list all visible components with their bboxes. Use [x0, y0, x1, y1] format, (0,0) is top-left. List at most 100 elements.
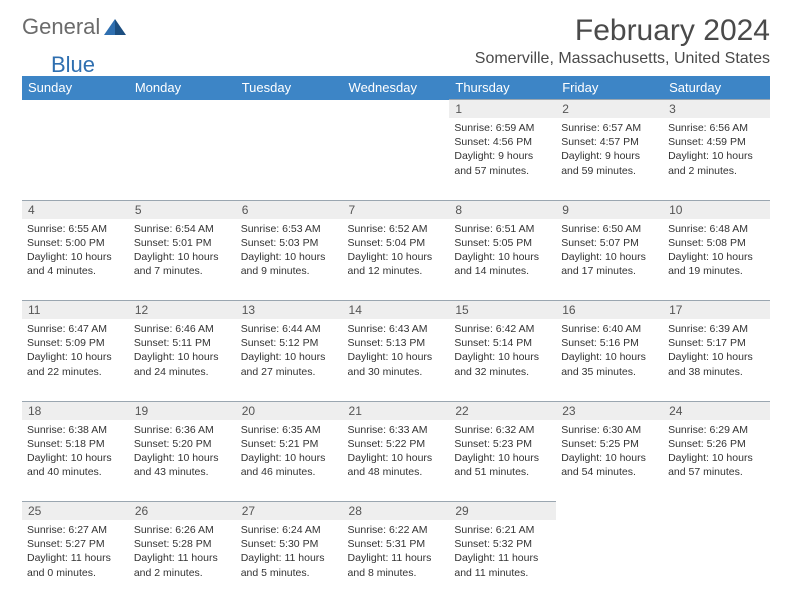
sunset-text: Sunset: 5:16 PM [561, 336, 658, 350]
sunset-text: Sunset: 5:03 PM [241, 236, 338, 250]
sunset-text: Sunset: 5:32 PM [454, 537, 551, 551]
daylight-text: Daylight: 11 hours and 5 minutes. [241, 551, 338, 579]
day-number [343, 100, 450, 119]
daylight-text: Daylight: 10 hours and 35 minutes. [561, 350, 658, 378]
daylight-text: Daylight: 10 hours and 57 minutes. [668, 451, 765, 479]
day-number: 4 [22, 200, 129, 219]
day-cell: Sunrise: 6:42 AMSunset: 5:14 PMDaylight:… [449, 319, 556, 401]
day-cell: Sunrise: 6:32 AMSunset: 5:23 PMDaylight:… [449, 420, 556, 502]
day-cell: Sunrise: 6:38 AMSunset: 5:18 PMDaylight:… [22, 420, 129, 502]
sunrise-text: Sunrise: 6:52 AM [348, 222, 445, 236]
day-content-row: Sunrise: 6:55 AMSunset: 5:00 PMDaylight:… [22, 219, 770, 301]
sunrise-text: Sunrise: 6:22 AM [348, 523, 445, 537]
day-number-row: 2526272829 [22, 502, 770, 521]
day-cell [343, 118, 450, 200]
day-number: 26 [129, 502, 236, 521]
sunrise-text: Sunrise: 6:53 AM [241, 222, 338, 236]
day-number: 15 [449, 301, 556, 320]
calendar-table: Sunday Monday Tuesday Wednesday Thursday… [22, 76, 770, 602]
dow-tuesday: Tuesday [236, 76, 343, 100]
sunrise-text: Sunrise: 6:36 AM [134, 423, 231, 437]
daylight-text: Daylight: 10 hours and 2 minutes. [668, 149, 765, 177]
sunset-text: Sunset: 5:07 PM [561, 236, 658, 250]
sunset-text: Sunset: 5:26 PM [668, 437, 765, 451]
day-number: 18 [22, 401, 129, 420]
sunrise-text: Sunrise: 6:32 AM [454, 423, 551, 437]
day-cell: Sunrise: 6:53 AMSunset: 5:03 PMDaylight:… [236, 219, 343, 301]
daylight-text: Daylight: 10 hours and 43 minutes. [134, 451, 231, 479]
day-cell: Sunrise: 6:39 AMSunset: 5:17 PMDaylight:… [663, 319, 770, 401]
day-cell: Sunrise: 6:30 AMSunset: 5:25 PMDaylight:… [556, 420, 663, 502]
dow-saturday: Saturday [663, 76, 770, 100]
daylight-text: Daylight: 10 hours and 22 minutes. [27, 350, 124, 378]
day-cell [663, 520, 770, 602]
day-number: 21 [343, 401, 450, 420]
sunrise-text: Sunrise: 6:57 AM [561, 121, 658, 135]
daylight-text: Daylight: 10 hours and 17 minutes. [561, 250, 658, 278]
sunset-text: Sunset: 5:09 PM [27, 336, 124, 350]
daylight-text: Daylight: 11 hours and 2 minutes. [134, 551, 231, 579]
sunset-text: Sunset: 5:14 PM [454, 336, 551, 350]
day-number: 13 [236, 301, 343, 320]
day-number: 8 [449, 200, 556, 219]
daylight-text: Daylight: 10 hours and 51 minutes. [454, 451, 551, 479]
day-cell: Sunrise: 6:33 AMSunset: 5:22 PMDaylight:… [343, 420, 450, 502]
brand-logo: General [22, 14, 128, 40]
sunrise-text: Sunrise: 6:48 AM [668, 222, 765, 236]
day-cell: Sunrise: 6:50 AMSunset: 5:07 PMDaylight:… [556, 219, 663, 301]
day-number: 28 [343, 502, 450, 521]
sunset-text: Sunset: 5:05 PM [454, 236, 551, 250]
sunset-text: Sunset: 5:30 PM [241, 537, 338, 551]
dow-wednesday: Wednesday [343, 76, 450, 100]
day-cell: Sunrise: 6:47 AMSunset: 5:09 PMDaylight:… [22, 319, 129, 401]
daylight-text: Daylight: 11 hours and 0 minutes. [27, 551, 124, 579]
sunset-text: Sunset: 5:11 PM [134, 336, 231, 350]
day-number: 25 [22, 502, 129, 521]
sunrise-text: Sunrise: 6:24 AM [241, 523, 338, 537]
brand-text-2: Blue [51, 52, 95, 78]
daylight-text: Daylight: 10 hours and 4 minutes. [27, 250, 124, 278]
day-cell: Sunrise: 6:51 AMSunset: 5:05 PMDaylight:… [449, 219, 556, 301]
day-cell: Sunrise: 6:59 AMSunset: 4:56 PMDaylight:… [449, 118, 556, 200]
sunset-text: Sunset: 5:04 PM [348, 236, 445, 250]
sunset-text: Sunset: 4:56 PM [454, 135, 551, 149]
day-cell: Sunrise: 6:22 AMSunset: 5:31 PMDaylight:… [343, 520, 450, 602]
daylight-text: Daylight: 10 hours and 54 minutes. [561, 451, 658, 479]
sunset-text: Sunset: 5:31 PM [348, 537, 445, 551]
day-cell: Sunrise: 6:35 AMSunset: 5:21 PMDaylight:… [236, 420, 343, 502]
sunrise-text: Sunrise: 6:39 AM [668, 322, 765, 336]
sunrise-text: Sunrise: 6:33 AM [348, 423, 445, 437]
sunrise-text: Sunrise: 6:29 AM [668, 423, 765, 437]
day-number [22, 100, 129, 119]
daylight-text: Daylight: 10 hours and 7 minutes. [134, 250, 231, 278]
sunset-text: Sunset: 5:01 PM [134, 236, 231, 250]
sunrise-text: Sunrise: 6:35 AM [241, 423, 338, 437]
day-number [129, 100, 236, 119]
brand-text-1: General [22, 14, 100, 40]
sunset-text: Sunset: 5:00 PM [27, 236, 124, 250]
daylight-text: Daylight: 9 hours and 59 minutes. [561, 149, 658, 177]
dow-friday: Friday [556, 76, 663, 100]
sunset-text: Sunset: 5:08 PM [668, 236, 765, 250]
daylight-text: Daylight: 10 hours and 27 minutes. [241, 350, 338, 378]
day-number: 1 [449, 100, 556, 119]
sunrise-text: Sunrise: 6:44 AM [241, 322, 338, 336]
sunset-text: Sunset: 5:20 PM [134, 437, 231, 451]
day-number [663, 502, 770, 521]
day-cell: Sunrise: 6:54 AMSunset: 5:01 PMDaylight:… [129, 219, 236, 301]
day-number: 12 [129, 301, 236, 320]
daylight-text: Daylight: 10 hours and 24 minutes. [134, 350, 231, 378]
day-number: 23 [556, 401, 663, 420]
sunset-text: Sunset: 5:13 PM [348, 336, 445, 350]
dow-thursday: Thursday [449, 76, 556, 100]
day-number: 16 [556, 301, 663, 320]
sunset-text: Sunset: 5:22 PM [348, 437, 445, 451]
daylight-text: Daylight: 10 hours and 46 minutes. [241, 451, 338, 479]
day-number: 5 [129, 200, 236, 219]
day-number: 22 [449, 401, 556, 420]
sunset-text: Sunset: 5:27 PM [27, 537, 124, 551]
header: General February 2024 Somerville, Massac… [22, 14, 770, 68]
day-cell [129, 118, 236, 200]
sunset-text: Sunset: 5:28 PM [134, 537, 231, 551]
daylight-text: Daylight: 10 hours and 9 minutes. [241, 250, 338, 278]
